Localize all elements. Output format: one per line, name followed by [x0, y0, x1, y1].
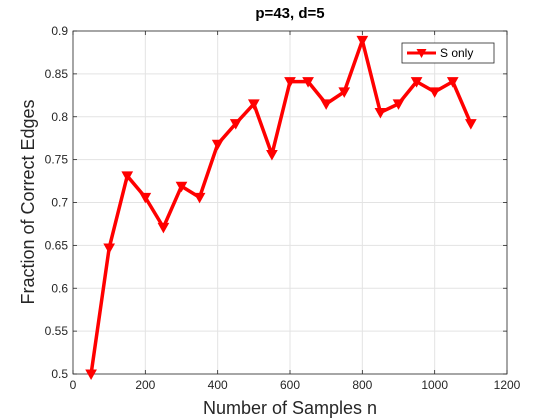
data-point	[464, 119, 477, 130]
series-line-0	[89, 38, 473, 375]
data-point	[338, 87, 351, 98]
data-point	[121, 171, 134, 182]
data-point	[320, 99, 333, 110]
legend: S only	[401, 42, 495, 64]
data-point	[446, 77, 459, 88]
data-point	[85, 369, 97, 381]
x-axis-label: Number of Samples n	[203, 398, 377, 418]
series-layer	[85, 35, 477, 381]
data-point	[139, 192, 152, 204]
x-tick-label: 600	[280, 378, 300, 392]
data-point	[103, 243, 116, 254]
y-tick-label: 0.75	[45, 153, 69, 167]
x-tick-label: 400	[208, 378, 228, 392]
data-point	[266, 149, 278, 161]
y-tick-label: 0.85	[45, 67, 69, 81]
legend-box	[401, 42, 495, 64]
data-point	[211, 139, 224, 151]
axis-ticks: 0 200 400 600 800 1000 1200 0.5 0.55 0.6 0.65 0.7 0.…	[45, 24, 521, 392]
data-point	[247, 99, 260, 110]
y-tick-label: 0.65	[45, 238, 69, 252]
y-tick-label: 0.5	[51, 367, 68, 381]
y-axis-label: Fraction of Correct Edges	[18, 99, 38, 304]
x-tick-label: 1200	[494, 378, 521, 392]
x-tick-label: 0	[70, 378, 77, 392]
x-tick-label: 1000	[421, 378, 448, 392]
data-point	[374, 107, 387, 119]
data-point	[157, 222, 170, 234]
y-tick-label: 0.8	[51, 110, 68, 124]
y-tick-label: 0.55	[45, 324, 69, 338]
legend-marker	[416, 49, 427, 58]
legend-label: S only	[440, 46, 473, 60]
y-tick-label: 0.7	[51, 196, 68, 210]
data-point	[410, 77, 423, 88]
x-tick-label: 800	[352, 378, 372, 392]
data-point	[302, 77, 314, 88]
x-tick-label: 200	[135, 378, 155, 392]
data-point	[229, 119, 242, 130]
data-point	[175, 181, 188, 193]
y-tick-label: 0.6	[51, 281, 68, 295]
y-tick-label: 0.9	[51, 24, 68, 38]
chart-title: p=43, d=5	[255, 5, 324, 22]
data-point	[356, 35, 369, 47]
data-point	[392, 99, 405, 110]
data-point	[428, 87, 441, 98]
data-point	[284, 77, 296, 88]
data-point	[193, 192, 206, 204]
